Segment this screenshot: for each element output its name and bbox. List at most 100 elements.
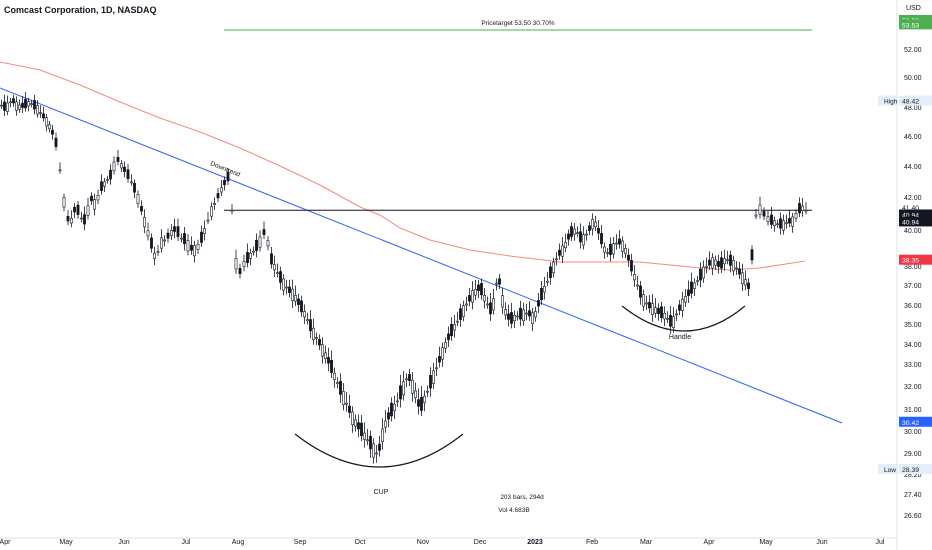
candle-body <box>438 356 441 363</box>
price-label-text: 28.39 <box>902 467 919 474</box>
candle-body <box>507 313 510 320</box>
candle-body <box>279 271 282 283</box>
candle-body <box>465 303 468 306</box>
moving-average-line <box>0 61 806 271</box>
y-tick-label: 46.00 <box>904 134 922 141</box>
candle-body <box>441 347 444 360</box>
candle-body <box>564 242 567 248</box>
x-tick-label: Apr <box>704 539 716 546</box>
candle-body <box>140 206 143 212</box>
x-tick-label: Jun <box>816 539 827 546</box>
candle-body <box>399 385 402 400</box>
candle-body <box>300 300 303 313</box>
candle-body <box>687 289 690 296</box>
candle-body <box>156 251 160 253</box>
candle-body <box>660 306 663 318</box>
y-tick-label: 27.40 <box>904 492 922 499</box>
candle-body <box>330 359 333 373</box>
candle-body <box>291 288 294 301</box>
candle-body <box>66 216 70 222</box>
candle-body <box>525 312 528 315</box>
candle-body <box>193 245 196 257</box>
y-tick-label: 44.00 <box>904 164 922 171</box>
candle-body <box>294 295 297 302</box>
candle-body <box>642 294 645 307</box>
candle-body <box>594 221 597 228</box>
price-label-text: 48.42 <box>902 99 919 106</box>
candle-body <box>729 254 732 266</box>
price-label-prefix-bg <box>878 464 898 475</box>
candle-body <box>600 233 603 245</box>
candle-body <box>754 214 758 217</box>
candle-body <box>747 282 750 289</box>
candle-body <box>735 267 738 270</box>
candle-body <box>3 101 6 111</box>
candle-body <box>513 314 516 322</box>
candle-body <box>618 238 621 245</box>
candle-body <box>426 390 429 393</box>
candle-body <box>366 439 369 442</box>
candle-body <box>348 405 351 413</box>
candle-body <box>519 307 522 320</box>
candle-body <box>681 298 684 311</box>
candle-body <box>766 216 770 222</box>
candle-body <box>471 290 474 303</box>
x-tick-label: 2023 <box>527 539 543 546</box>
candle-body <box>96 195 100 201</box>
candle-body <box>537 300 540 307</box>
candle-body <box>126 169 130 179</box>
candle-body <box>666 317 669 320</box>
candle-body <box>546 280 549 283</box>
candle-body <box>423 395 426 404</box>
candle-body <box>336 382 339 385</box>
candle-body <box>230 209 234 212</box>
y-tick-label: 28.20 <box>904 472 922 479</box>
candle-body <box>489 302 492 315</box>
candle-body <box>414 390 417 398</box>
handle-arc <box>621 305 746 332</box>
y-tick-label: 34.00 <box>904 342 922 349</box>
candle-body <box>58 169 62 172</box>
price-label-text: 41.40 <box>902 205 919 212</box>
candle-body <box>249 252 252 259</box>
candle-body <box>498 278 501 285</box>
candle-body <box>306 319 309 322</box>
candle-body <box>492 298 495 311</box>
candle-body <box>360 422 363 437</box>
candle-body <box>432 370 435 384</box>
candle-body <box>133 182 136 193</box>
candle-body <box>794 213 798 219</box>
candle-body <box>621 240 624 252</box>
candle-body <box>6 102 9 112</box>
candle-body <box>354 419 357 427</box>
candle-body <box>714 259 717 266</box>
cup-label: CUP <box>374 489 389 496</box>
candle-body <box>663 313 666 320</box>
candle-body <box>483 295 486 302</box>
x-tick-label: May <box>59 539 73 546</box>
candle-body <box>782 220 785 231</box>
candle-body <box>120 163 123 169</box>
candle-body <box>779 218 782 229</box>
candle-body <box>636 284 639 287</box>
candle-body <box>690 281 693 294</box>
y-tick-label: 35.00 <box>904 322 922 329</box>
candle-body <box>238 267 242 275</box>
candle-body <box>576 232 579 234</box>
price-label-bg <box>899 416 932 427</box>
candle-body <box>738 268 741 275</box>
candle-body <box>54 137 58 148</box>
candle-body <box>180 237 183 240</box>
candle-body <box>345 402 348 405</box>
price-label-bg <box>899 216 932 227</box>
candle-body <box>363 432 366 440</box>
candle-body <box>42 113 45 119</box>
candle-body <box>788 218 791 224</box>
x-tick-label: Dec <box>474 539 487 546</box>
candle-body <box>24 99 27 109</box>
candle-body <box>669 314 672 327</box>
candle-body <box>226 171 230 182</box>
candle-body <box>312 327 315 340</box>
candle-body <box>166 232 170 239</box>
